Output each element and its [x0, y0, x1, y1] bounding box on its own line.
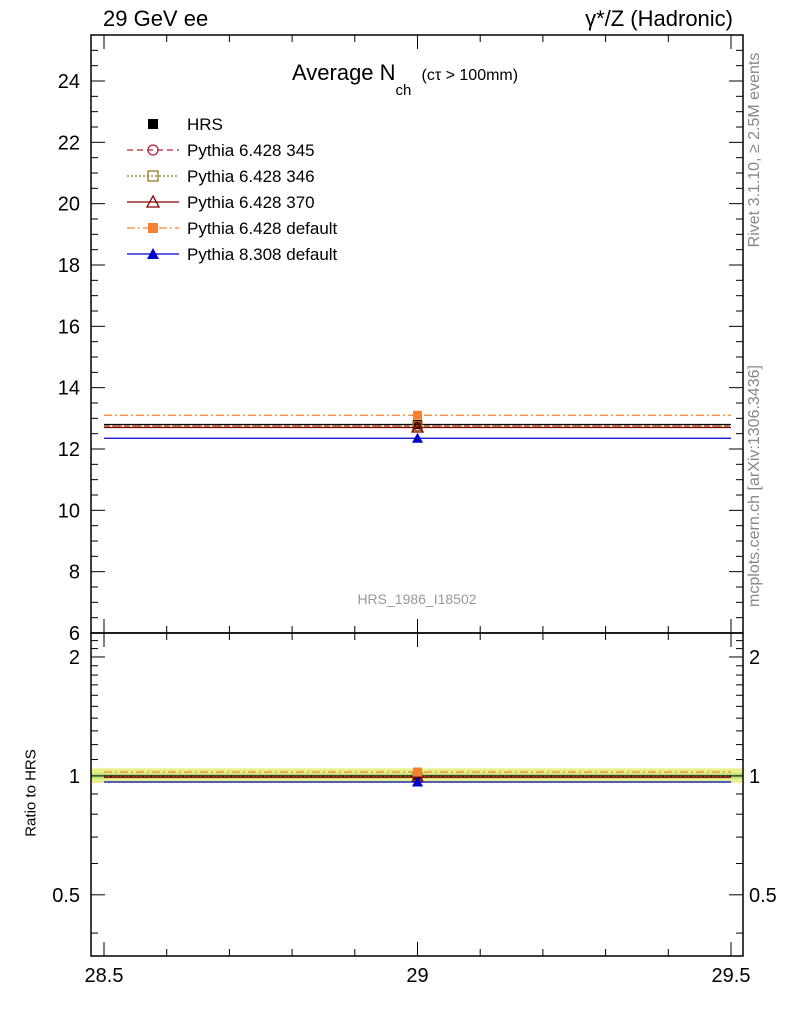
ratio-panel-frame: [90, 632, 744, 957]
legend-marker-4: [148, 223, 158, 233]
upper-y-tick-label: 12: [58, 439, 80, 461]
series-marker-4: [413, 410, 422, 420]
legend-marker-5: [147, 248, 159, 259]
chart-title-sub: ch: [395, 82, 412, 100]
legend-label-1: Pythia 6.428 345: [187, 141, 315, 160]
legend-marker-2: [147, 170, 159, 182]
legend-label-0: HRS: [187, 115, 223, 134]
legend-marker-1: [147, 144, 159, 156]
legend-label-4: Pythia 6.428 default: [187, 219, 338, 238]
legend-label-3: Pythia 6.428 370: [187, 193, 315, 212]
ratio-y-tick-label: 1: [69, 766, 80, 788]
legend-label-5: Pythia 8.308 default: [187, 245, 338, 264]
upper-y-tick-label: 8: [69, 562, 80, 584]
series-marker-0: [413, 419, 422, 429]
legend-label-2: Pythia 6.428 346: [187, 167, 315, 186]
header-process-label: γ*/Z (Hadronic): [585, 6, 733, 31]
ratio-y-tick-label-right: 2: [749, 647, 760, 669]
analysis-label: HRS_1986_I18502: [357, 591, 477, 607]
upper-y-tick-label: 22: [58, 132, 80, 154]
ratio-marker-4: [413, 767, 422, 777]
series-marker-5: [412, 432, 423, 443]
upper-y-tick-label: 6: [69, 623, 80, 645]
upper-y-tick-label: 24: [58, 71, 80, 93]
upper-y-tick-label: 20: [58, 194, 80, 216]
legend-marker-0: [148, 119, 158, 129]
chart-title-cut: (cτ > 100mm): [421, 67, 519, 84]
chart-title-main: Average N: [292, 60, 396, 85]
upper-y-tick-label: 10: [58, 500, 80, 522]
ratio-y-tick-label: 0.5: [52, 885, 80, 907]
ratio-y-tick-label-right: 0.5: [749, 885, 777, 907]
upper-y-tick-label: 18: [58, 255, 80, 277]
chart-title: Average Nch (cτ > 100mm): [292, 60, 519, 99]
x-tick-label: 29: [406, 965, 428, 987]
x-tick-label: 28.5: [85, 965, 124, 987]
x-tick-label: 29.5: [712, 965, 751, 987]
upper-y-tick-label: 14: [58, 378, 80, 400]
series-marker-3: [410, 420, 425, 433]
header-energy-label: 29 GeV ee: [103, 6, 209, 31]
ratio-y-tick-label: 2: [69, 647, 80, 669]
upper-y-tick-label: 16: [58, 316, 80, 338]
legend-marker-3: [145, 194, 161, 208]
ratio-marker-5: [412, 776, 423, 787]
ratio-y-tick-label-right: 1: [749, 766, 760, 788]
